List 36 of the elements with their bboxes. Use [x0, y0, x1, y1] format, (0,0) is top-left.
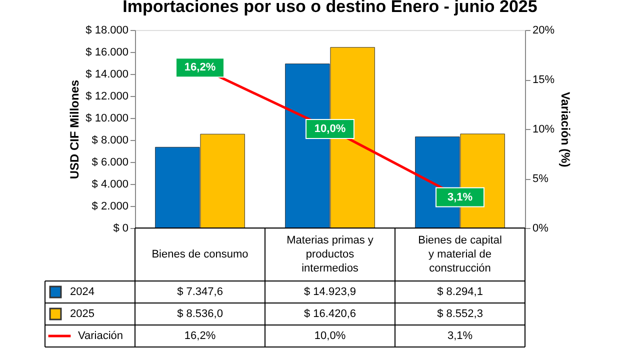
data-label: $ 16.420,6: [304, 308, 356, 320]
x-tick-label: Bienes de consumo: [152, 248, 248, 260]
y-tick-label: $ 0: [113, 222, 128, 234]
data-label: 3,1%: [447, 330, 473, 342]
y2-tick-label: 10%: [532, 124, 555, 136]
data-label: $ 8.536,0: [177, 308, 223, 320]
data-label: $ 8.552,3: [437, 308, 483, 320]
y-tick-label: $ 4.000: [92, 178, 128, 190]
y-tick-label: $ 14.000: [86, 68, 128, 80]
text: 10,0%: [314, 123, 346, 135]
y-tick-label: $ 12.000: [86, 90, 128, 102]
y-tick-label: $ 18.000: [86, 24, 128, 36]
y-tick-label: $ 2.000: [92, 200, 128, 212]
y2-tick-label: 20%: [532, 24, 555, 36]
text: 3,1%: [447, 191, 473, 204]
data-label: 10,0%: [314, 330, 346, 342]
y-tick-label: $ 10.000: [86, 112, 128, 124]
data-label: $ 14.923,9: [304, 286, 356, 298]
data-label: 16,2%: [184, 330, 216, 342]
text: 16,2%: [184, 62, 216, 74]
legend-label: 2025: [70, 308, 94, 320]
y2-axis-title: Variación (%): [558, 92, 573, 168]
data-label: $ 8.294,1: [437, 286, 483, 298]
data-label: $ 7.347,6: [177, 286, 223, 298]
x-tick-label: Materias primas y productos intermedios: [286, 234, 374, 274]
y-axis-title: USD CIF Millones: [68, 80, 82, 180]
y2-tick-label: 5%: [532, 173, 549, 185]
y2-tick-label: 15%: [532, 74, 555, 86]
chart-title: Importaciones por uso o destino Enero - junio 2025: [122, 0, 538, 16]
y-tick-label: $ 8.000: [92, 134, 128, 146]
x-tick-label: Bienes de capital y material de construcción: [418, 234, 502, 274]
legend-label: 2024: [70, 286, 94, 298]
y-tick-label: $ 6.000: [92, 156, 128, 168]
legend-label: Variación: [78, 330, 124, 342]
y-tick-label: $ 16.000: [86, 46, 128, 58]
y2-tick-label: 0%: [532, 222, 549, 234]
